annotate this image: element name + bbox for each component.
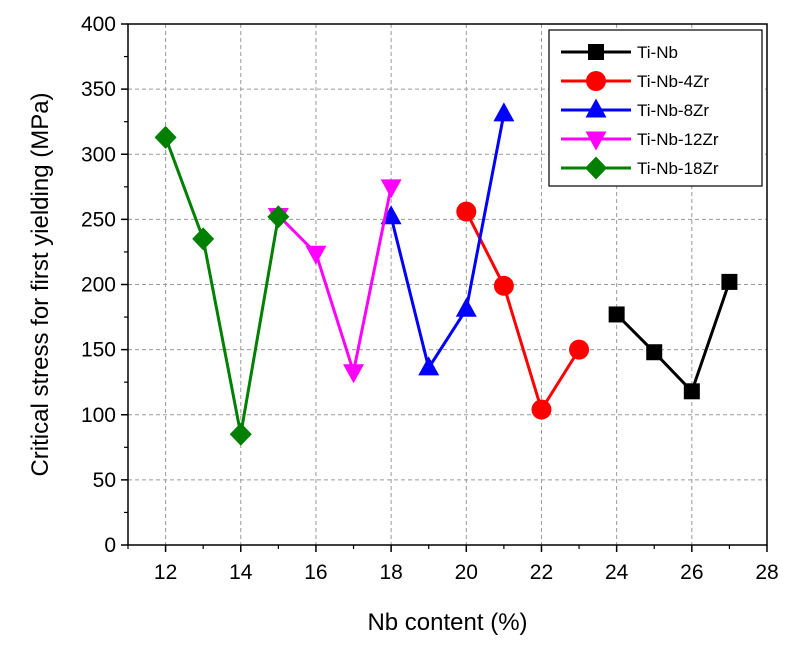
legend-label: Ti-Nb-18Zr: [637, 159, 719, 178]
y-tick-label: 0: [104, 534, 116, 557]
data-point: [418, 356, 440, 376]
x-tick-label: 24: [605, 561, 629, 584]
y-tick-label: 350: [81, 78, 116, 101]
data-point: [455, 297, 477, 317]
series-line: [464, 210, 581, 414]
x-tick-label: 28: [755, 561, 778, 584]
data-point: [683, 383, 700, 400]
y-tick-label: 150: [81, 339, 116, 362]
x-axis-title: Nb content (%): [367, 609, 527, 636]
series-3: [267, 179, 402, 384]
legend-label: Ti-Nb-12Zr: [637, 130, 719, 149]
data-point: [154, 125, 177, 149]
series-layer: [154, 102, 738, 446]
series-line: [389, 113, 506, 372]
y-tick-label: 300: [81, 143, 116, 166]
data-point: [229, 422, 252, 446]
legend-label: Ti-Nb: [637, 43, 678, 62]
data-point: [343, 364, 365, 384]
legend-marker: [585, 156, 607, 180]
data-point: [493, 275, 514, 296]
x-tick-label: 16: [304, 561, 327, 584]
x-tick-label: 20: [455, 561, 478, 584]
data-point: [267, 205, 290, 229]
legend: Ti-Nb Ti-Nb-4Zr Ti-Nb-8Zr Ti-Nb-12Zr Ti-Nb-1…: [548, 29, 763, 187]
y-tick-label: 400: [81, 13, 116, 36]
ticks: 12 14 16 18 20 22 24 26 28 0 50 100 150 200 250 300 350 4…: [81, 13, 779, 584]
data-point: [493, 102, 515, 122]
x-tick-label: 18: [379, 561, 402, 584]
y-tick-label: 250: [81, 208, 116, 231]
data-point: [380, 179, 402, 199]
legend-box: [548, 29, 763, 187]
legend-label: Ti-Nb-4Zr: [637, 72, 709, 91]
series-4: [154, 125, 290, 446]
y-tick-label: 200: [81, 274, 116, 297]
legend-marker: [588, 44, 604, 60]
data-point: [456, 201, 477, 222]
x-tick-label: 22: [530, 561, 553, 584]
data-point: [305, 245, 327, 265]
data-point: [531, 399, 552, 420]
series-line: [164, 136, 280, 435]
series-1: [456, 201, 590, 420]
series-line: [277, 186, 393, 378]
series-0: [608, 273, 738, 400]
y-tick-label: 50: [93, 469, 116, 492]
x-tick-label: 14: [229, 561, 253, 584]
x-tick-label: 12: [154, 561, 177, 584]
series-2: [380, 102, 515, 376]
y-axis-title: Critical stress for first yielding (MPa): [27, 92, 54, 476]
y-tick-label: 100: [81, 404, 116, 427]
data-point: [646, 344, 663, 361]
x-tick-label: 26: [680, 561, 703, 584]
data-point: [608, 306, 625, 323]
series-line: [615, 281, 731, 395]
legend-label: Ti-Nb-8Zr: [637, 101, 709, 120]
data-point: [569, 339, 590, 360]
data-point: [721, 273, 738, 290]
data-point: [192, 227, 215, 251]
legend-marker: [585, 98, 607, 118]
legend-marker: [586, 71, 606, 91]
legend-marker: [585, 131, 607, 151]
